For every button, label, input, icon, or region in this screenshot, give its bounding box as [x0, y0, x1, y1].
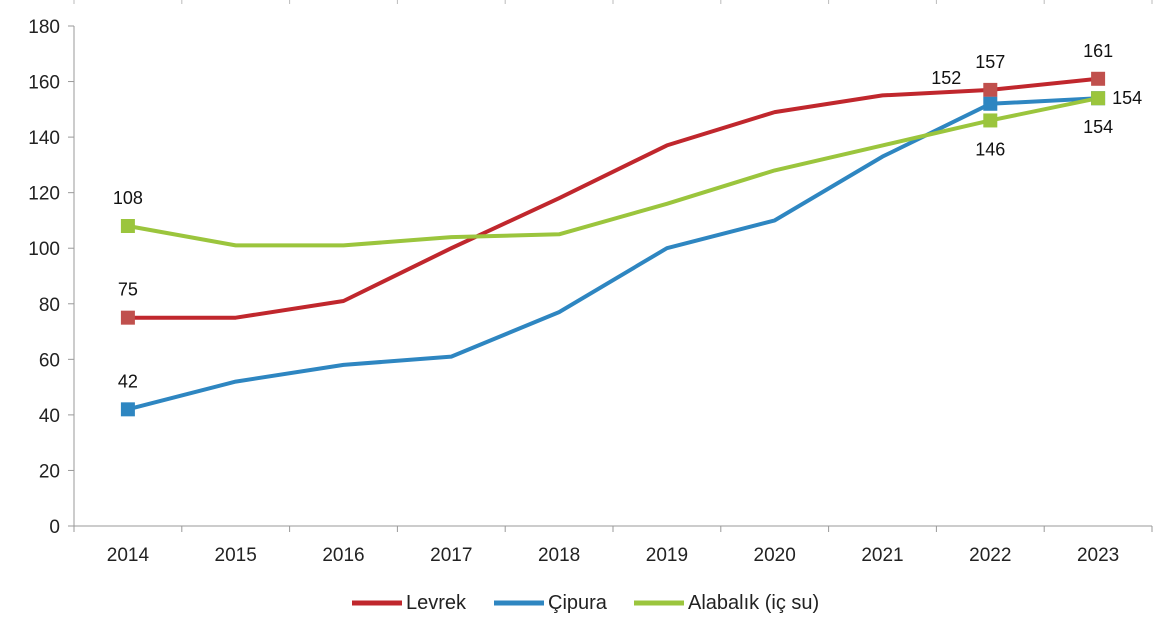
- y-tick-label: 80: [39, 295, 60, 316]
- x-tick-label: 2018: [538, 545, 580, 566]
- y-tick-label: 20: [39, 461, 60, 482]
- data-label: 146: [975, 139, 1005, 159]
- data-label: 75: [118, 280, 138, 300]
- data-point-marker: [983, 82, 998, 97]
- chart-axes: 0 20 40 60 80 100 120 140 160 180 2014 2015 2016 2017…: [28, 0, 1153, 566]
- y-tick-label: 40: [39, 406, 60, 427]
- x-tick-label: 2023: [1077, 545, 1119, 566]
- x-tick-label: 2015: [215, 545, 257, 566]
- series-line-0: [125, 76, 1101, 320]
- x-tick-label: 2020: [754, 545, 796, 566]
- y-tick-label: 100: [28, 239, 60, 260]
- legend-label-2: Alabalık (iç su): [688, 592, 819, 614]
- data-point-marker: [983, 96, 998, 111]
- chart-legend: Levrek Çipura Alabalık (iç su): [352, 592, 819, 614]
- y-tick-label: 120: [28, 184, 60, 205]
- x-tick-label: 2016: [322, 545, 364, 566]
- y-tick-label: 160: [28, 73, 60, 94]
- data-point-marker: [1091, 71, 1106, 86]
- data-label: 154: [1083, 117, 1113, 137]
- data-label: 152: [931, 68, 961, 88]
- data-point-marker: [120, 219, 135, 233]
- chart-markers: [120, 71, 1106, 417]
- series-line-2: [125, 96, 1101, 248]
- y-tick-label: 140: [28, 128, 60, 149]
- x-tick-label: 2017: [430, 545, 472, 566]
- y-tick-label: 0: [49, 517, 60, 538]
- data-point-marker: [120, 402, 135, 417]
- data-point-marker: [120, 310, 135, 325]
- data-label: 108: [113, 188, 143, 208]
- data-label: 157: [975, 52, 1005, 72]
- y-tick-label: 60: [39, 350, 60, 371]
- data-point-marker: [983, 113, 998, 128]
- data-point-marker: [1091, 91, 1106, 106]
- chart-data-labels: 75 42 108 157 152 146 161 154 154: [113, 41, 1142, 392]
- chart-series-lines: [125, 76, 1101, 412]
- legend-label-1: Çipura: [548, 592, 608, 614]
- data-label: 42: [118, 371, 138, 391]
- data-label: 161: [1083, 41, 1113, 61]
- x-tick-label: 2022: [969, 545, 1011, 566]
- series-line-1: [125, 96, 1101, 412]
- x-tick-label: 2021: [861, 545, 903, 566]
- x-tick-label: 2019: [646, 545, 688, 566]
- y-tick-label: 180: [28, 17, 60, 38]
- data-label: 154: [1112, 88, 1142, 108]
- legend-label-0: Levrek: [406, 592, 467, 614]
- x-tick-label: 2014: [107, 545, 150, 566]
